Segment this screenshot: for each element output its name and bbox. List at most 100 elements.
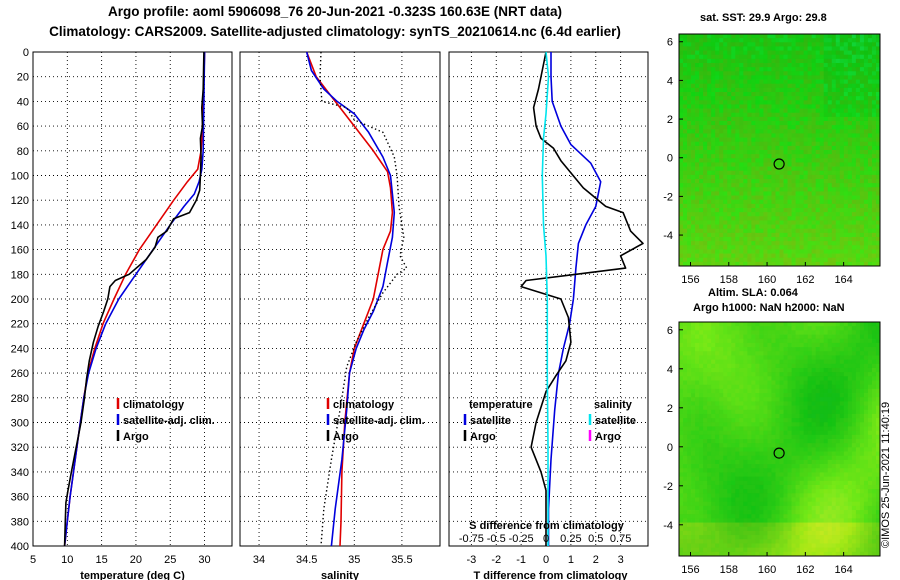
map-cell <box>703 145 708 151</box>
map-cell <box>703 195 708 201</box>
map-cell <box>847 326 853 331</box>
map-cell <box>751 83 756 89</box>
map-cell <box>767 34 772 39</box>
map-cell <box>859 384 865 390</box>
map-cell <box>827 71 833 76</box>
map-cell <box>727 430 732 436</box>
map-cell <box>803 351 809 356</box>
map-cell <box>771 87 776 93</box>
map-cell <box>827 447 833 452</box>
map-cell <box>779 137 784 143</box>
map-cell <box>763 253 768 259</box>
map-cell <box>807 96 813 101</box>
map-cell <box>859 170 865 176</box>
map-cell <box>863 199 869 205</box>
map-cell <box>687 75 692 80</box>
map-cell <box>731 67 736 72</box>
map-cell <box>679 58 684 64</box>
map-cell <box>735 199 740 205</box>
map-cell <box>787 322 792 327</box>
map-cell <box>703 330 708 335</box>
map-cell <box>811 141 817 147</box>
map-cell <box>807 261 813 267</box>
map-cell <box>815 179 821 184</box>
map-cell <box>683 249 688 254</box>
map-cell <box>847 241 853 246</box>
map-cell <box>727 191 732 196</box>
map-cell <box>859 372 865 377</box>
map-cell <box>815 447 821 452</box>
map-cell <box>839 87 845 93</box>
map-cell <box>839 249 845 254</box>
map-cell <box>779 228 784 234</box>
map-cell <box>835 50 841 56</box>
map-cell <box>679 96 684 101</box>
map-cell <box>839 129 845 134</box>
map-cell <box>803 212 809 217</box>
map-cell <box>863 79 869 85</box>
map-cell <box>803 183 809 188</box>
map-cell <box>835 63 841 68</box>
map-cell <box>843 158 849 163</box>
map-cell <box>863 472 869 478</box>
map-cell <box>699 363 704 369</box>
map-cell <box>751 46 756 51</box>
map-cell <box>803 443 809 448</box>
map-cell <box>803 108 809 114</box>
map-cell <box>695 183 700 188</box>
map-cell <box>863 376 869 381</box>
map-cell <box>743 257 748 263</box>
map-cell <box>695 257 700 263</box>
map-cell <box>787 484 792 490</box>
map-cell <box>831 141 837 147</box>
map-cell <box>679 393 684 398</box>
map-cell <box>843 174 849 180</box>
map-cell <box>727 476 732 482</box>
map-cell <box>771 241 776 246</box>
depth-tick-label: 20 <box>17 72 29 84</box>
map-cell <box>739 409 744 415</box>
map-cell <box>715 439 720 444</box>
map-cell <box>763 38 768 43</box>
map-cell <box>743 203 748 209</box>
map-cell <box>707 434 712 440</box>
map-cell <box>775 413 780 419</box>
map-cell <box>807 249 813 254</box>
map-cell <box>707 342 712 348</box>
map-cell <box>815 216 821 221</box>
map-cell <box>783 83 788 89</box>
map-cell <box>843 455 849 461</box>
map-cell <box>767 459 772 465</box>
map-cell <box>699 342 704 348</box>
map-cell <box>767 484 772 490</box>
map-cell <box>875 472 881 478</box>
map-cell <box>695 322 700 327</box>
map-cell <box>727 413 732 419</box>
map-cell <box>755 79 760 85</box>
map-cell <box>815 112 821 118</box>
map-cell <box>839 92 845 97</box>
map-cell <box>843 208 849 213</box>
map-cell <box>679 367 684 373</box>
map-cell <box>803 476 809 482</box>
map-cell <box>851 183 857 188</box>
map-cell <box>679 75 684 80</box>
map-cell <box>871 405 877 411</box>
map-cell <box>867 108 873 114</box>
map-cell <box>815 363 821 369</box>
map-cell <box>827 401 833 406</box>
map-cell <box>739 71 744 76</box>
map-cell <box>791 34 796 39</box>
map-cell <box>739 166 744 172</box>
map-cell <box>875 116 881 122</box>
map-cell <box>755 384 760 390</box>
map-cell <box>751 228 756 234</box>
map-cell <box>819 42 825 47</box>
map-cell <box>791 388 796 394</box>
map-cell <box>807 334 813 340</box>
map-cell <box>719 92 724 97</box>
map-cell <box>687 472 692 478</box>
map-cell <box>683 112 688 118</box>
map-cell <box>767 125 772 130</box>
map-cell <box>759 216 764 221</box>
